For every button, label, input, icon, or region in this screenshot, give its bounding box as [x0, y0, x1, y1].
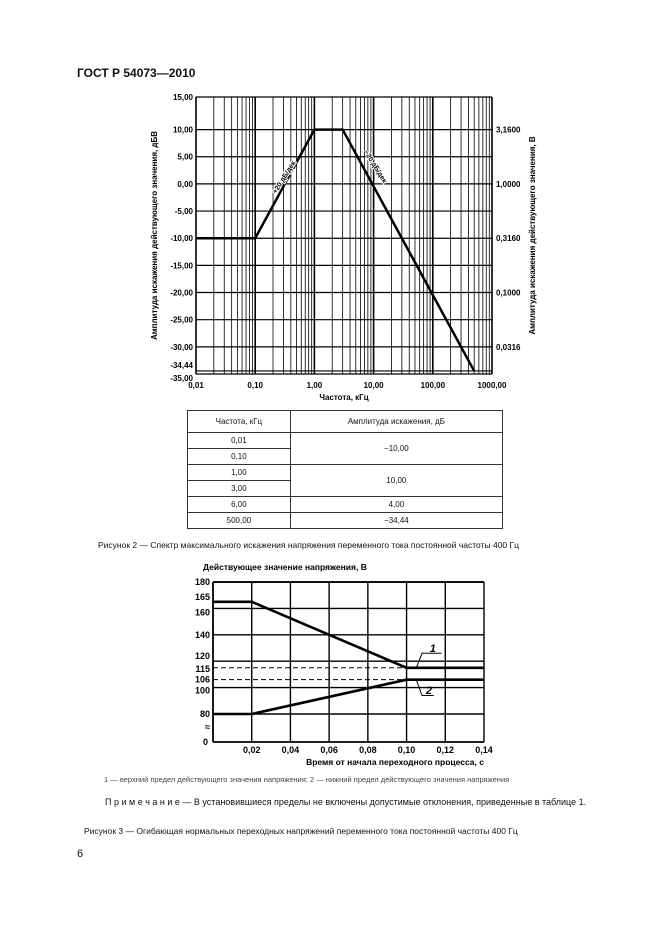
x-tick-label: 0,14	[475, 745, 493, 755]
x-axis-label: Частота, кГц	[319, 393, 368, 402]
leader-line-2	[415, 679, 434, 697]
limit-line-2	[213, 678, 484, 716]
table-header: Амплитуда искажения, дБ	[289, 410, 504, 433]
figure2-caption: Рисунок 2 — Спектр максимального искажен…	[98, 540, 519, 550]
y-tick-label: -34,44	[170, 361, 193, 370]
y-right-tick-label: 3,1600	[496, 126, 521, 135]
table-cell: 3,00	[187, 480, 291, 497]
y-tick-label: -25,00	[170, 316, 193, 325]
x-tick-label: 1,00	[307, 381, 323, 390]
y-right-tick-label: 0,3160	[496, 234, 521, 243]
document-header: ГОСТ Р 54073—2010	[77, 66, 196, 80]
page-number: 6	[77, 848, 84, 860]
y-axis-label: Действующее значение напряжения, В	[203, 562, 367, 572]
y-right-axis-label: Амплитуда искажения действующего значени…	[528, 136, 537, 334]
x-tick-label: 0,12	[437, 745, 455, 755]
y-right-tick-label: 1,0000	[496, 180, 521, 189]
table-cell: 10,00	[289, 464, 504, 497]
limit-line-1	[213, 600, 484, 670]
x-axis-label: Время от начала переходного процесса, с	[306, 757, 484, 767]
x-tick-label: 1000,00	[478, 381, 507, 390]
x-tick-label: 10,00	[364, 381, 385, 390]
table-header: Частота, кГц	[187, 410, 291, 433]
y-tick-label: 15,00	[173, 93, 194, 102]
y-tick-label: 120	[195, 651, 210, 661]
table-cell: −34,44	[289, 512, 504, 529]
x-tick-label: 0,06	[320, 745, 338, 755]
figure3-caption: Рисунок 3 — Огибающая нормальных переход…	[84, 826, 518, 836]
table-cell: 0,10	[187, 448, 291, 465]
table-cell: 6,00	[187, 496, 291, 513]
x-tick-label: 0,10	[398, 745, 416, 755]
y-tick-label: 106	[195, 675, 210, 685]
y-axis-label: Амплитуда искажения действующего значени…	[150, 131, 159, 340]
slope-label-down: −20 дБ/дек	[362, 149, 388, 185]
x-tick-label: 0,02	[243, 745, 261, 755]
table-cell: 0,01	[187, 432, 291, 449]
y-tick-label: 140	[195, 630, 210, 640]
slope-label-up: +20 дБ/дек	[272, 160, 298, 196]
y-tick-label: -5,00	[175, 207, 194, 216]
x-tick-label: 0,10	[247, 381, 263, 390]
series-label-1: 1	[430, 643, 436, 655]
series-label-2: 2	[425, 685, 432, 697]
note: П р и м е ч а н и е — В установившиеся п…	[105, 797, 587, 807]
y-tick-label: -35,00	[170, 374, 193, 383]
table-cell: 4,00	[289, 496, 504, 513]
table-cell: 1,00	[187, 464, 291, 481]
y-tick-label: -10,00	[170, 234, 193, 243]
y-tick-label: 100	[195, 686, 210, 696]
y-tick-label: 115	[195, 664, 210, 674]
x-tick-label: 100,00	[421, 381, 446, 390]
y-tick-label: 80	[200, 709, 210, 719]
y-right-tick-label: 0,1000	[496, 289, 521, 298]
x-tick-label: 0,08	[359, 745, 377, 755]
figure3-legend: 1 — верхний предел действующего значения…	[104, 775, 510, 784]
y-axis-break: ≈	[205, 722, 210, 732]
leader-line-1	[415, 652, 442, 668]
y-tick-label: 5,00	[177, 153, 193, 162]
y-tick-label: 180	[195, 577, 210, 587]
origin-y-label: 0	[203, 737, 208, 747]
y-tick-label: -20,00	[170, 289, 193, 298]
y-tick-label: 0,00	[177, 180, 193, 189]
x-tick-label: 0,04	[282, 745, 300, 755]
spectrum-chart: 15,00 10,00 5,00 0,00 -5,00 -10,00 -15,00 -20,0…	[150, 93, 537, 402]
y-tick-label: -30,00	[170, 343, 193, 352]
spectrum-table: Частота, кГц Амплитуда искажения, дБ 0,01…	[187, 410, 504, 529]
table-cell: −10,00	[289, 432, 504, 465]
y-tick-label: 165	[195, 592, 210, 602]
y-tick-label: -15,00	[170, 261, 193, 270]
y-right-tick-label: 0,0316	[496, 343, 521, 352]
y-tick-label: 10,00	[173, 126, 194, 135]
x-tick-label: 0,01	[188, 381, 204, 390]
y-tick-label: 160	[195, 607, 210, 617]
spectrum-line	[196, 128, 476, 372]
table-cell: 500,00	[187, 512, 291, 529]
